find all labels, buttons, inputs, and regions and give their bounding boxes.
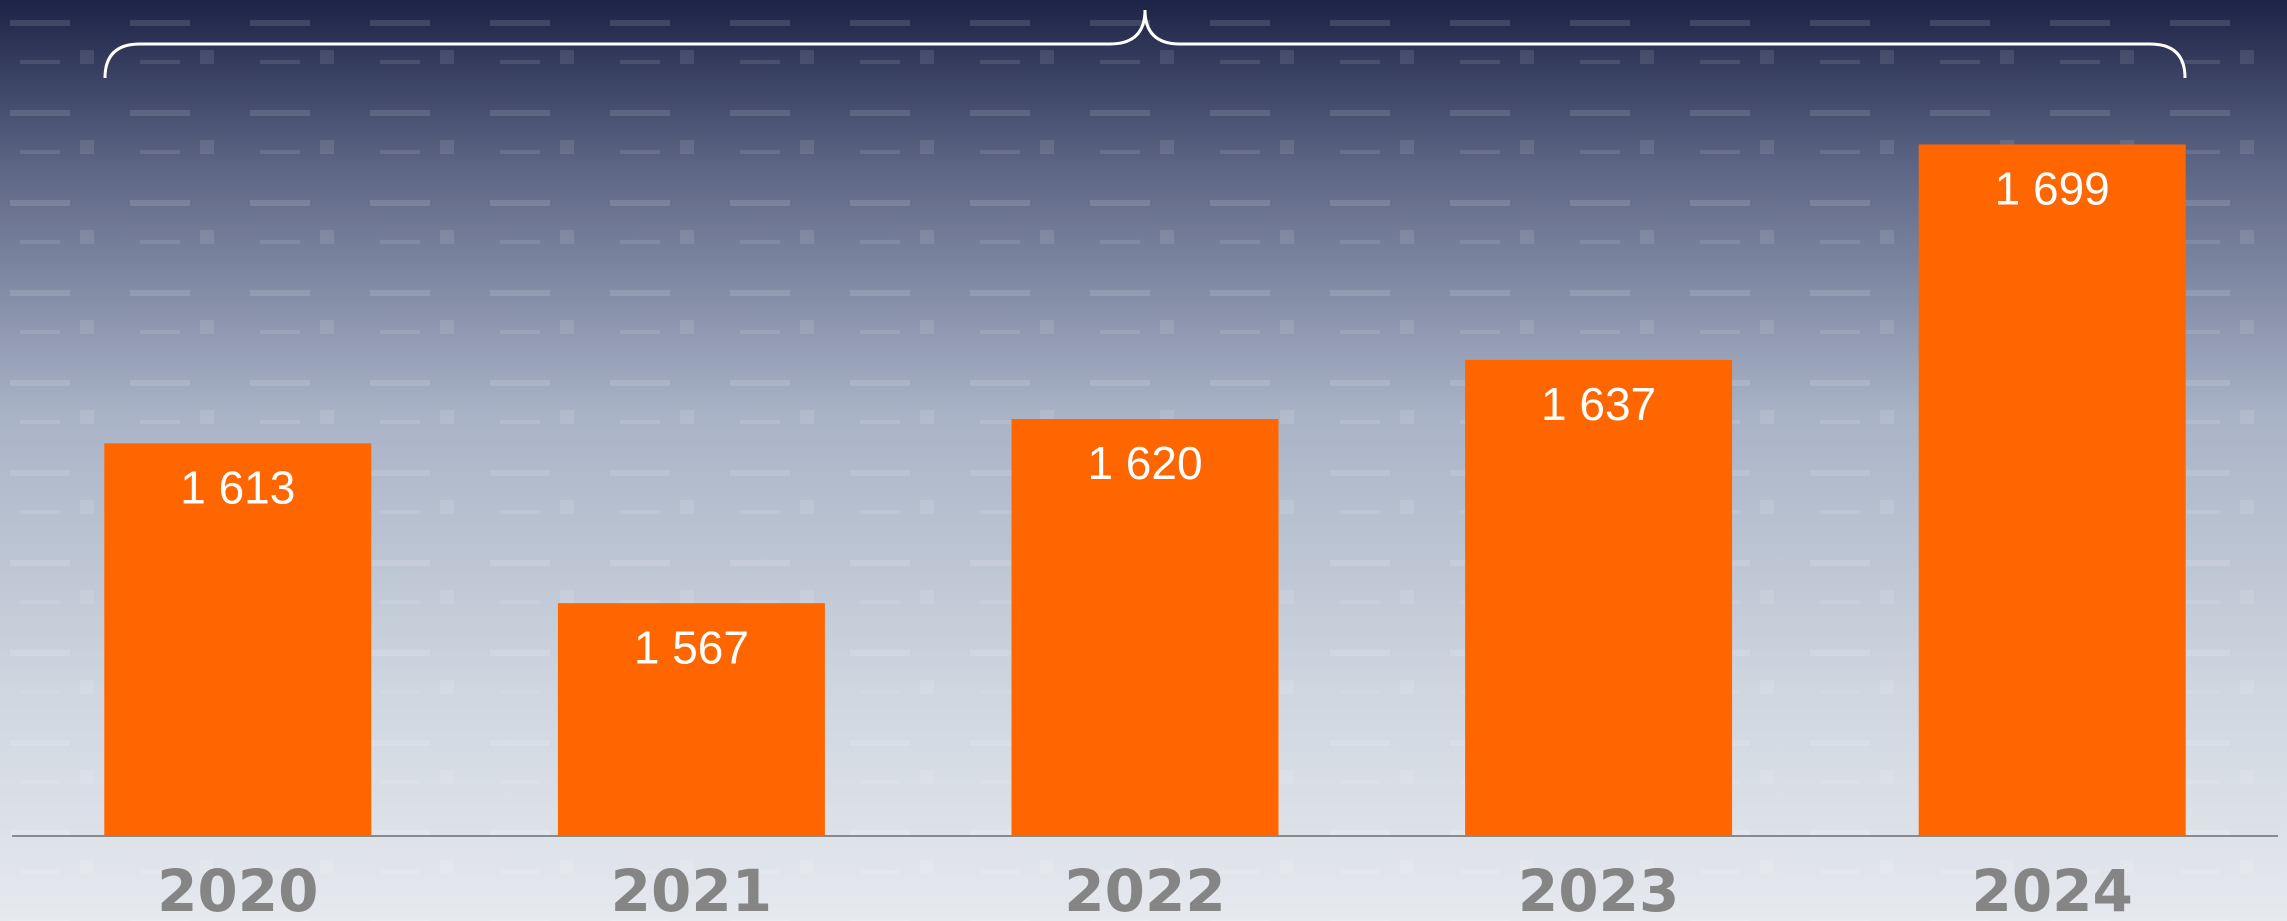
value-label: 1 637 xyxy=(1541,378,1656,430)
value-label: 1 613 xyxy=(180,461,295,513)
page: 1 613 2020 1 567 2021 1 620 2022 1 637 2023 1 69… xyxy=(0,0,2287,921)
bar xyxy=(1919,144,2186,836)
value-label: 1 699 xyxy=(1995,163,2110,215)
value-label: 1 620 xyxy=(1087,437,1202,489)
bar xyxy=(1465,360,1732,836)
x-tick-label: 2023 xyxy=(1518,857,1679,921)
x-tick-label: 2022 xyxy=(1064,857,1225,921)
x-tick-label: 2024 xyxy=(1971,857,2132,921)
chart: 1 613 2020 1 567 2021 1 620 2022 1 637 2023 1 69… xyxy=(0,0,2287,921)
x-tick-label: 2021 xyxy=(611,857,772,921)
value-label: 1 567 xyxy=(634,621,749,673)
x-tick-label: 2020 xyxy=(157,857,318,921)
